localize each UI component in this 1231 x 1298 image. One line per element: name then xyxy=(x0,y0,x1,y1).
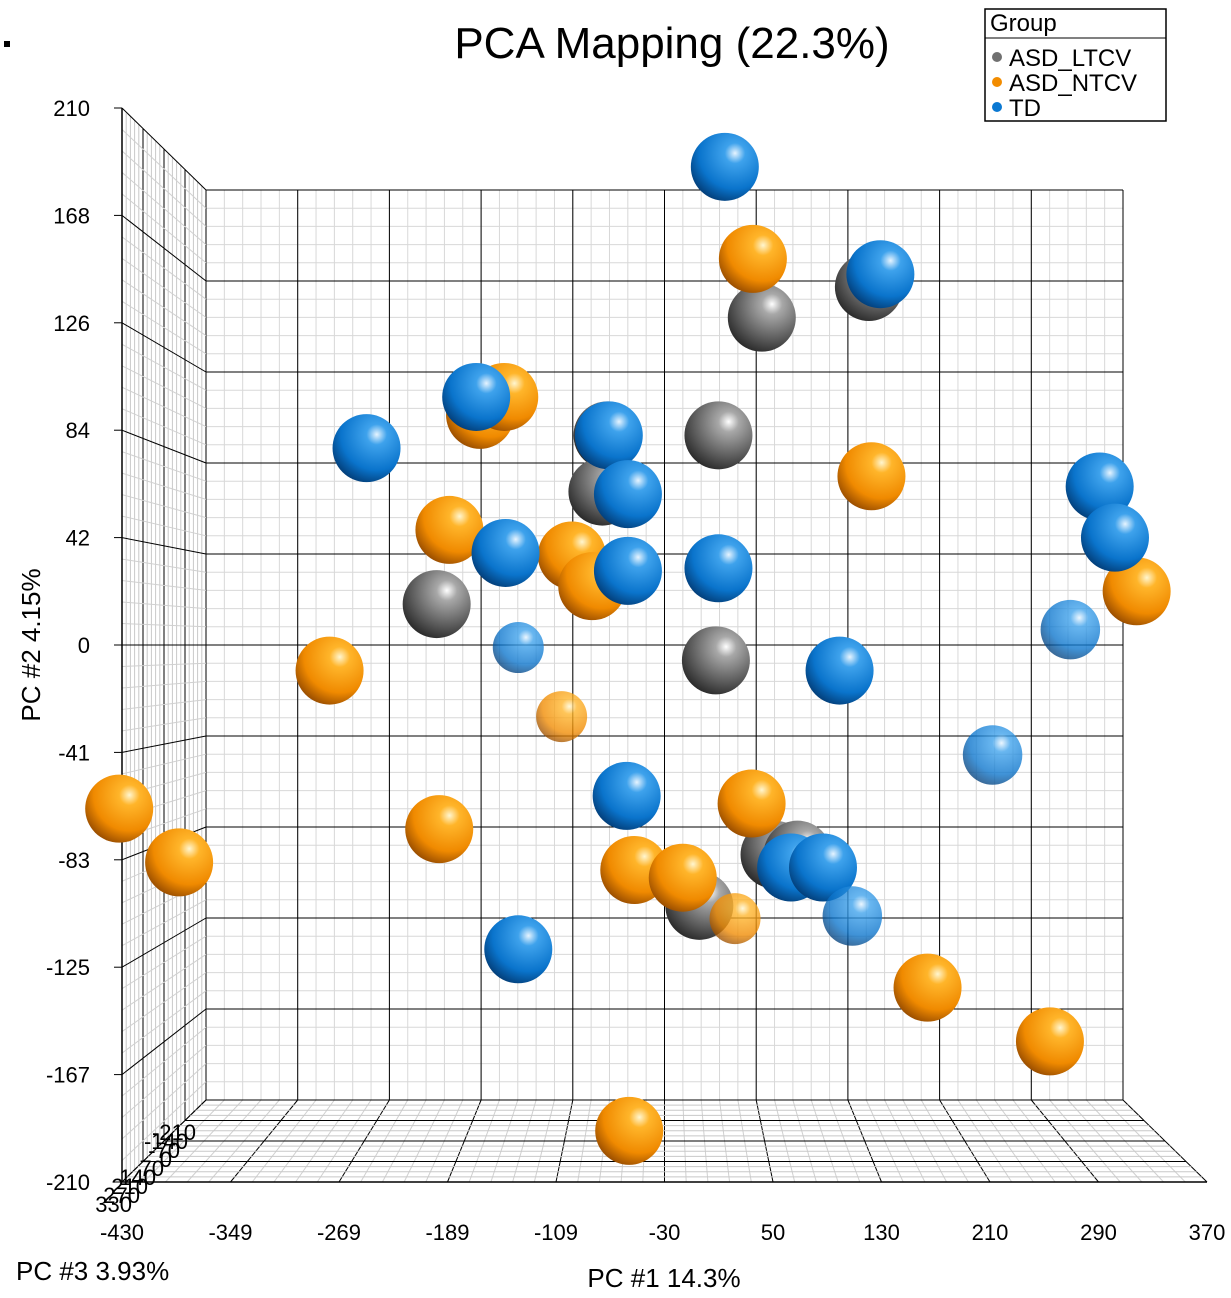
x-tick-label: -109 xyxy=(534,1220,578,1245)
z-tick-label: 210 xyxy=(111,1174,148,1199)
data-point-td xyxy=(593,460,662,529)
x-tick-label: 290 xyxy=(1080,1220,1117,1245)
data-point-td xyxy=(846,240,915,309)
data-point-td xyxy=(962,725,1023,785)
data-point-asd-ntcv xyxy=(648,843,717,912)
x-tick-label: 210 xyxy=(972,1220,1009,1245)
z-tick-label: 140 xyxy=(119,1165,156,1190)
chart-title: PCA Mapping (22.3%) xyxy=(454,19,889,68)
legend-box xyxy=(984,8,1167,122)
y-tick-label: 42 xyxy=(66,526,90,551)
data-point-asd-ntcv xyxy=(717,769,786,838)
x-axis-label: PC #1 14.3% xyxy=(587,1263,740,1293)
legend-entry: TD xyxy=(1009,95,1041,122)
y-tick-label: 84 xyxy=(66,418,90,443)
corner-marker xyxy=(4,41,10,47)
plot-walls xyxy=(121,107,1208,1183)
z-tick-label: -210 xyxy=(152,1120,196,1145)
data-point-asd-ltcv xyxy=(681,626,750,695)
data-point-asd-ltcv xyxy=(727,283,796,352)
data-point-asd-ntcv xyxy=(405,795,474,864)
data-point-td xyxy=(484,915,553,984)
legend-entry: ASD_NTCV xyxy=(1009,70,1137,97)
data-point-td xyxy=(492,622,544,674)
legend-entry: ASD_LTCV xyxy=(1009,45,1131,72)
y-tick-label: -125 xyxy=(46,955,90,980)
data-point-asd-ltcv xyxy=(684,401,753,470)
y-axis-label: PC #2 4.15% xyxy=(16,568,46,721)
x-tick-label: 130 xyxy=(863,1220,900,1245)
y-tick-label: 0 xyxy=(78,633,90,658)
data-point-td xyxy=(684,534,753,603)
x-tick-label: -189 xyxy=(425,1220,469,1245)
data-point-td xyxy=(822,886,883,946)
data-point-td xyxy=(471,518,540,587)
y-tick-label: 168 xyxy=(53,203,90,228)
data-point-td xyxy=(332,414,401,483)
data-point-td xyxy=(592,761,661,830)
data-point-td xyxy=(574,401,643,470)
y-tick-label: -41 xyxy=(58,740,90,765)
data-point-asd-ltcv xyxy=(402,570,471,639)
data-point-asd-ntcv xyxy=(85,774,154,843)
x-tick-label: 370 xyxy=(1189,1220,1226,1245)
data-point-asd-ntcv xyxy=(415,495,484,564)
z-axis-label: PC #3 3.93% xyxy=(16,1256,169,1286)
y-tick-label: 126 xyxy=(53,311,90,336)
data-point-td xyxy=(1040,599,1101,660)
data-point-asd-ntcv xyxy=(837,442,906,511)
data-point-asd-ntcv xyxy=(1015,1007,1084,1076)
data-point-td xyxy=(690,132,759,201)
data-point-td xyxy=(805,636,874,705)
data-point-asd-ntcv xyxy=(1102,557,1171,626)
x-tick-label: -349 xyxy=(208,1220,252,1245)
x-tick-label: 50 xyxy=(761,1220,785,1245)
x-tick-label: -430 xyxy=(100,1220,144,1245)
x-tick-label: -269 xyxy=(317,1220,361,1245)
data-point-td xyxy=(789,833,857,902)
data-point-asd-ntcv xyxy=(718,224,787,293)
x-tick-label: -30 xyxy=(649,1220,681,1245)
y-tick-label: 210 xyxy=(53,96,90,121)
data-point-td xyxy=(442,362,511,431)
data-point-asd-ntcv xyxy=(145,828,214,897)
z-tick-label: -140 xyxy=(144,1129,188,1154)
data-point-td xyxy=(1065,452,1134,521)
data-point-td xyxy=(593,536,662,605)
y-tick-label: -210 xyxy=(46,1170,90,1195)
data-points xyxy=(85,132,1171,1165)
legend-marker xyxy=(992,102,1002,112)
data-point-asd-ntcv xyxy=(893,953,962,1022)
data-point-asd-ntcv xyxy=(709,893,761,945)
y-tick-label: -167 xyxy=(46,1063,90,1088)
data-point-asd-ntcv xyxy=(595,1096,664,1165)
z-tick-label: -70 xyxy=(148,1138,180,1163)
z-tick-label: 0 xyxy=(160,1147,172,1172)
z-tick-label: 330 xyxy=(95,1192,132,1217)
legend-marker xyxy=(992,77,1002,87)
y-tick-label: -83 xyxy=(58,848,90,873)
legend-title: Group xyxy=(990,10,1057,37)
data-point-asd-ntcv xyxy=(295,636,364,705)
legend-marker xyxy=(992,52,1002,62)
data-point-td xyxy=(1080,503,1149,572)
data-point-asd-ntcv xyxy=(536,691,588,743)
z-tick-label: 270 xyxy=(103,1183,140,1208)
axis-ticks: -430 -349 -269 -189 -109 -30 50 130 210 290 370 210… xyxy=(46,96,1225,1245)
z-tick-label: 70 xyxy=(140,1156,164,1181)
